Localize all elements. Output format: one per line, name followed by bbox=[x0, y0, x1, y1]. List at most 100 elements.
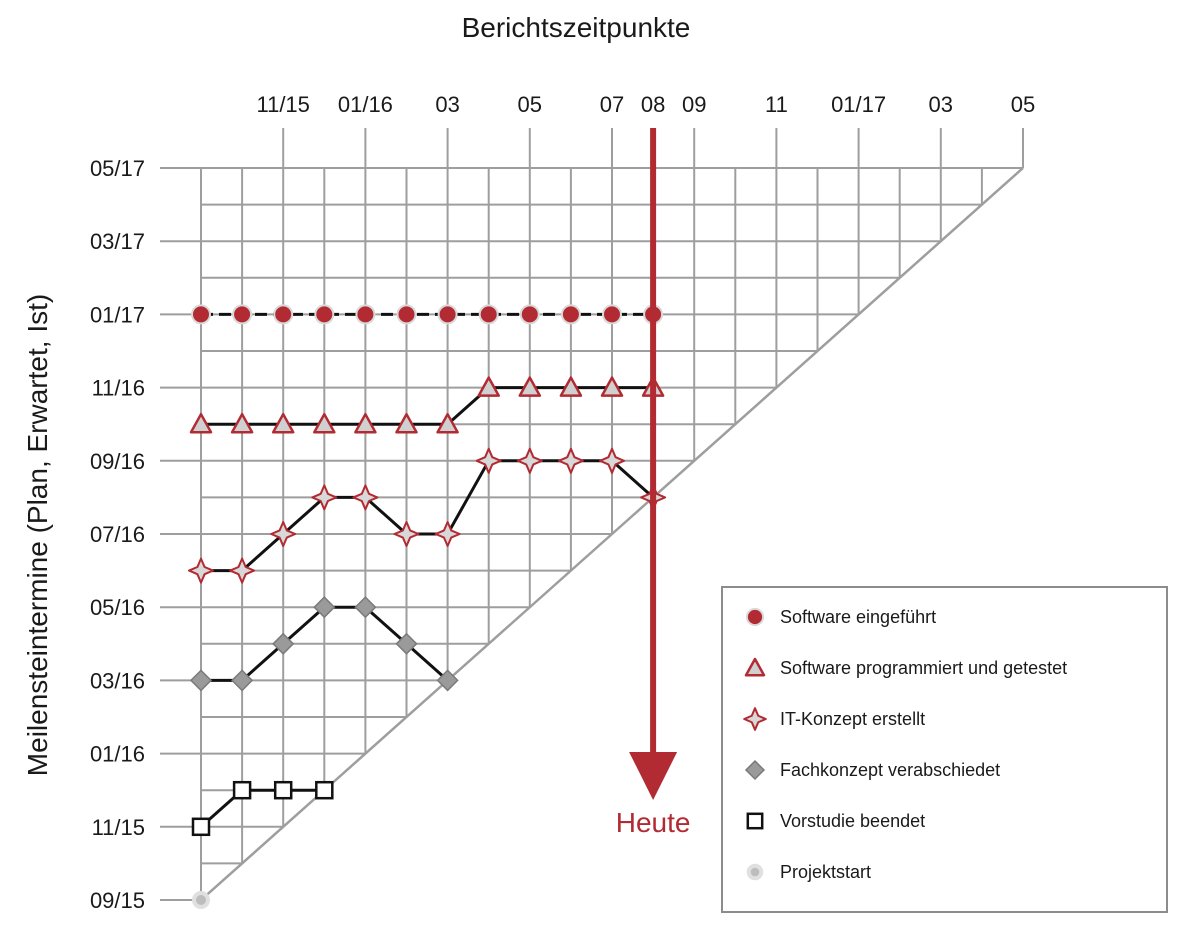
point-triangle bbox=[271, 412, 295, 434]
legend-label: Projektstart bbox=[780, 862, 871, 882]
point-square bbox=[273, 780, 293, 800]
x-tick-label: 05 bbox=[518, 92, 542, 117]
legend-label: Software eingeführt bbox=[780, 607, 936, 627]
legend: Software eingeführt Software programmiert… bbox=[721, 586, 1168, 913]
point-square bbox=[746, 812, 764, 830]
point-circle bbox=[560, 304, 581, 325]
point-diamond bbox=[354, 596, 377, 619]
series-4 bbox=[189, 596, 459, 692]
x-tick-label: 01/16 bbox=[338, 92, 393, 117]
x-tick-label: 01/17 bbox=[831, 92, 886, 117]
x-tick-label: 07 bbox=[600, 92, 624, 117]
y-tick-label: 03/17 bbox=[90, 229, 145, 254]
today-label: Heute bbox=[616, 807, 691, 838]
point-circle bbox=[745, 607, 765, 627]
x-tick-label: 09 bbox=[682, 92, 706, 117]
point-triangle bbox=[395, 412, 418, 434]
point-star bbox=[393, 521, 420, 547]
y-tick-label: 05/16 bbox=[90, 595, 145, 620]
legend-box bbox=[721, 586, 1168, 913]
y-tick-label: 11/15 bbox=[92, 815, 145, 840]
point-triangle bbox=[600, 376, 624, 397]
today-arrowhead bbox=[629, 752, 678, 800]
point-diamond bbox=[189, 669, 213, 692]
point-triangle bbox=[436, 412, 459, 434]
point-triangle bbox=[189, 412, 213, 434]
point-star bbox=[557, 447, 584, 474]
point-circle bbox=[478, 304, 499, 325]
legend-label: Vorstudie beendet bbox=[780, 811, 925, 831]
legend-item: Projektstart bbox=[746, 862, 871, 882]
y-tick-label: 07/16 bbox=[90, 522, 145, 547]
legend-item: Software eingeführt bbox=[745, 607, 936, 627]
point-triangle bbox=[559, 376, 583, 397]
point-diamond bbox=[231, 669, 254, 692]
y-tick-label: 09/15 bbox=[90, 888, 145, 913]
point-triangle bbox=[354, 412, 377, 434]
point-circle bbox=[519, 304, 540, 325]
legend-item: Software programmiert und getestet bbox=[744, 657, 1067, 678]
point-circle bbox=[314, 304, 335, 325]
series-5 bbox=[191, 780, 334, 837]
point-square bbox=[191, 817, 211, 837]
x-tick-label: 11/15 bbox=[256, 92, 309, 117]
y-tick-label: 03/16 bbox=[90, 668, 145, 693]
point-triangle bbox=[518, 376, 542, 397]
x-tick-label: 03 bbox=[929, 92, 953, 117]
x-tick-label: 11 bbox=[765, 92, 788, 117]
point-star bbox=[270, 521, 297, 547]
point-circle bbox=[273, 304, 294, 325]
y-tick-label: 05/17 bbox=[90, 156, 145, 181]
point-circle bbox=[437, 304, 458, 325]
point-circle bbox=[396, 304, 417, 325]
y-tick-label: 09/16 bbox=[90, 449, 145, 474]
point-dot bbox=[192, 891, 210, 909]
series bbox=[188, 304, 667, 909]
y-tick-label: 11/16 bbox=[92, 376, 145, 401]
point-star bbox=[352, 484, 379, 511]
point-triangle bbox=[313, 412, 336, 434]
point-square bbox=[232, 780, 252, 800]
legend-item: Vorstudie beendet bbox=[746, 811, 925, 831]
legend-item: Fachkonzept verabschiedet bbox=[744, 759, 1000, 781]
x-tick-label: 03 bbox=[435, 92, 459, 117]
point-circle bbox=[602, 304, 622, 325]
point-star bbox=[743, 707, 767, 731]
point-circle bbox=[191, 304, 211, 325]
diagonal-line bbox=[200, 167, 1024, 901]
point-star bbox=[229, 557, 256, 584]
point-square bbox=[315, 780, 334, 800]
point-diamond bbox=[313, 596, 336, 619]
point-star bbox=[475, 447, 502, 474]
point-star bbox=[434, 521, 461, 547]
x-tick-label: 08 bbox=[641, 92, 665, 117]
point-diamond bbox=[744, 759, 766, 781]
series-line bbox=[201, 459, 655, 573]
legend-item: IT-Konzept erstellt bbox=[743, 707, 925, 731]
point-diamond bbox=[272, 632, 295, 655]
point-star bbox=[599, 447, 625, 474]
series-line bbox=[200, 788, 325, 828]
point-triangle bbox=[477, 376, 500, 397]
point-star bbox=[516, 447, 543, 474]
y-tick-labels: 09/15 11/15 01/16 03/16 05/16 07/16 09/16 11/16… bbox=[90, 156, 145, 913]
legend-label: Software programmiert und getestet bbox=[780, 658, 1067, 678]
point-dot bbox=[746, 863, 764, 881]
today-marker: Heute bbox=[616, 128, 691, 838]
point-star bbox=[311, 484, 338, 511]
point-star bbox=[188, 557, 214, 584]
legend-label: IT-Konzept erstellt bbox=[780, 709, 925, 729]
x-tick-label: 05 bbox=[1011, 92, 1035, 117]
point-diamond bbox=[395, 632, 418, 655]
point-diamond bbox=[436, 669, 459, 692]
point-triangle bbox=[230, 412, 254, 434]
point-circle bbox=[232, 304, 253, 325]
series-line bbox=[201, 386, 654, 426]
x-tick-labels: 11/15 01/16 03 05 07 08 09 11 01/17 03 05 bbox=[256, 92, 1035, 117]
y-axis-label: Meilensteintermine (Plan, Erwartet, Ist) bbox=[22, 294, 53, 776]
series-6 bbox=[192, 891, 210, 909]
y-tick-label: 01/17 bbox=[90, 302, 145, 327]
point-triangle bbox=[744, 657, 766, 677]
point-circle bbox=[355, 304, 376, 325]
